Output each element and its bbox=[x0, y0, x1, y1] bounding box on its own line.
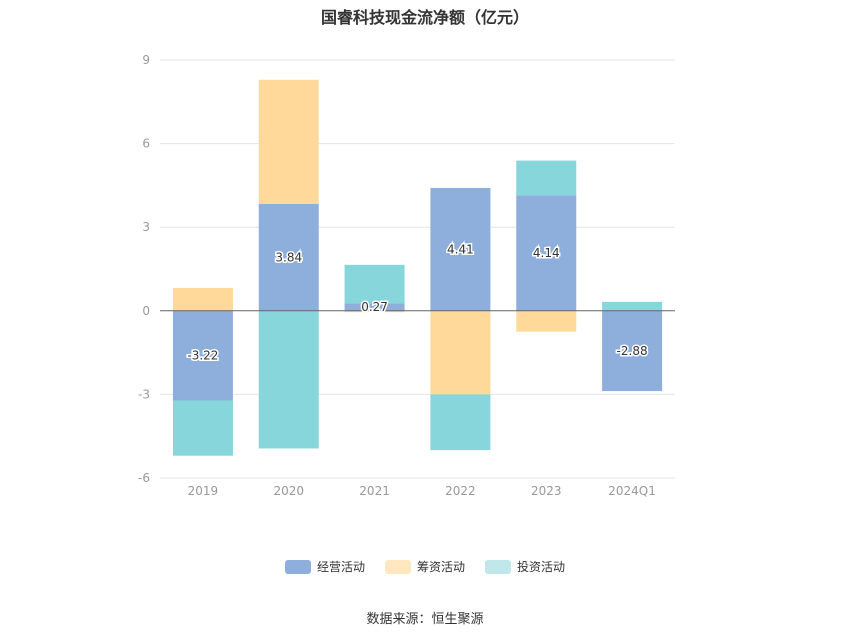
x-tick-label: 2022 bbox=[445, 484, 476, 498]
data-label: -2.88 bbox=[617, 344, 648, 358]
data-label: 3.84 bbox=[275, 250, 302, 264]
legend-swatch-operating bbox=[284, 559, 311, 574]
bar-segment bbox=[344, 303, 405, 311]
y-tick-label: 3 bbox=[142, 220, 150, 234]
bar-segment bbox=[430, 310, 491, 395]
legend-label-financing: 筹资活动 bbox=[416, 560, 465, 574]
bar-segment bbox=[172, 310, 233, 401]
legend-swatch-financing bbox=[384, 559, 411, 574]
bar-segment bbox=[172, 287, 233, 311]
bar-segment bbox=[602, 301, 663, 311]
x-tick-label: 2023 bbox=[531, 484, 562, 498]
bar-segment bbox=[344, 264, 405, 304]
legend: 经营活动 筹资活动 投资活动 bbox=[0, 558, 850, 575]
bar-segment bbox=[344, 310, 405, 313]
bar-segment bbox=[516, 310, 577, 332]
chart-title: 国睿科技现金流净额（亿元） bbox=[320, 8, 529, 27]
bar-segment bbox=[430, 394, 491, 451]
bar-segment bbox=[516, 160, 577, 196]
legend-swatch-investing bbox=[485, 559, 511, 574]
legend-item-operating[interactable]: 经营活动 bbox=[284, 558, 365, 575]
legend-item-financing[interactable]: 筹资活动 bbox=[384, 558, 465, 575]
data-label: 4.41 bbox=[447, 242, 474, 256]
bar-segment bbox=[602, 310, 663, 392]
bar-segment bbox=[258, 310, 319, 449]
bar-segment bbox=[430, 187, 491, 311]
y-tick-label: 6 bbox=[142, 137, 150, 151]
data-label: -3.22 bbox=[187, 349, 218, 363]
x-tick-label: 2020 bbox=[273, 484, 304, 498]
bar-segment bbox=[258, 203, 319, 311]
y-tick-label: 9 bbox=[142, 53, 150, 67]
legend-item-investing[interactable]: 投资活动 bbox=[485, 558, 565, 575]
source-note: 数据来源：恒生聚源 bbox=[366, 612, 484, 627]
bar-segment bbox=[172, 400, 233, 456]
bar-segment bbox=[258, 79, 319, 204]
y-tick-label: 0 bbox=[142, 304, 150, 318]
data-label: 0.27 bbox=[361, 300, 388, 314]
legend-label-operating: 经营活动 bbox=[316, 560, 365, 574]
x-tick-label: 2019 bbox=[188, 484, 219, 498]
x-tick-label: 2024Q1 bbox=[608, 484, 656, 498]
legend-label-investing: 投资活动 bbox=[517, 560, 566, 574]
bar-segment bbox=[516, 195, 577, 311]
y-tick-label: -3 bbox=[138, 387, 150, 401]
data-label: 4.14 bbox=[533, 246, 560, 260]
y-tick-label: -6 bbox=[138, 471, 150, 485]
x-tick-label: 2021 bbox=[359, 484, 390, 498]
